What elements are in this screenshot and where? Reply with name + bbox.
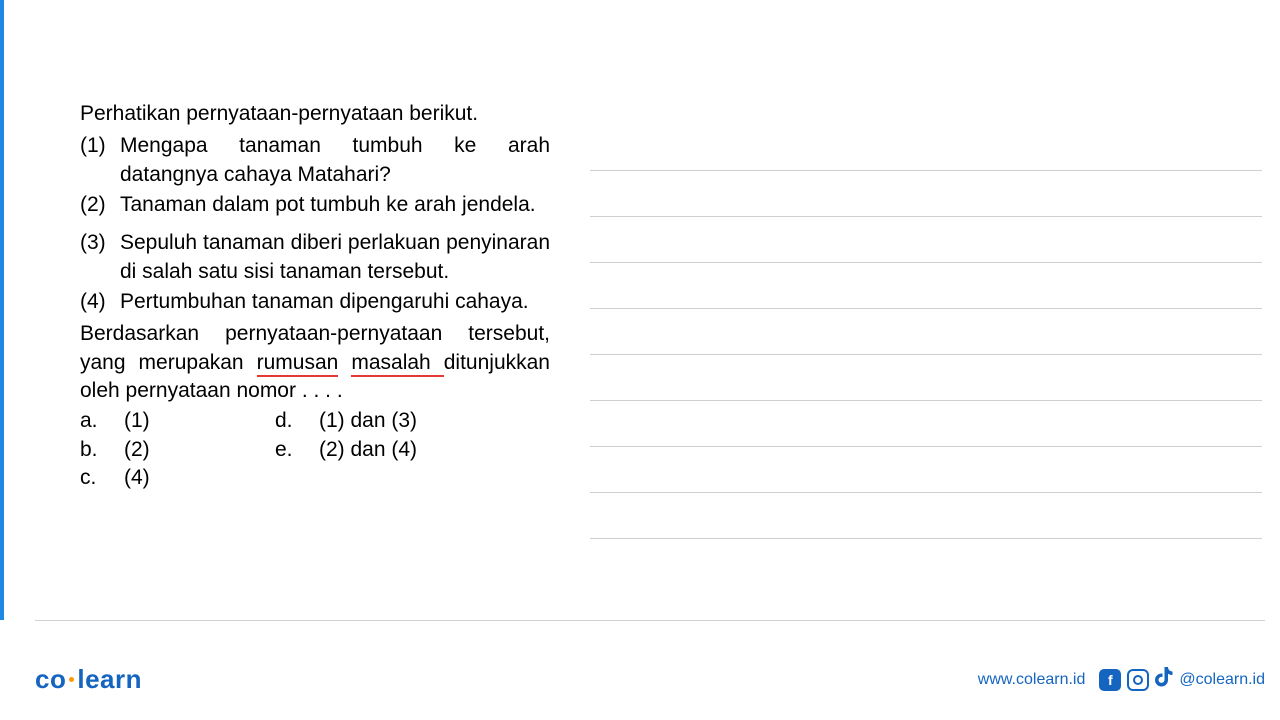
- option-c: c. (4): [80, 464, 275, 492]
- options-column-2: d. (1) dan (3) e. (2) dan (4): [275, 407, 417, 492]
- left-accent-border: [0, 0, 4, 620]
- colearn-logo: colearn: [35, 664, 142, 695]
- statement-marker: (4): [80, 288, 120, 316]
- question-block: Perhatikan pernyataan-pernyataan berikut…: [80, 100, 550, 492]
- logo-part-1: co: [35, 664, 66, 695]
- statement-text: Pertumbuhan tanaman dipengaruhi cahaya.: [120, 288, 550, 316]
- instagram-inner-icon: [1133, 675, 1143, 685]
- answer-line: [590, 446, 1262, 447]
- statement-marker: (2): [80, 191, 120, 219]
- footer: colearn www.colearn.id f @colearn.id: [35, 664, 1265, 695]
- option-letter: c.: [80, 464, 124, 492]
- statement-1: (1) Mengapa tanaman tumbuh ke arah datan…: [80, 132, 550, 189]
- logo-part-2: learn: [77, 664, 142, 695]
- answer-line: [590, 492, 1262, 493]
- facebook-icon: f: [1099, 669, 1121, 691]
- statement-4: (4) Pertumbuhan tanaman dipengaruhi caha…: [80, 288, 550, 316]
- social-icons: f @colearn.id: [1099, 667, 1265, 693]
- statement-marker: (3): [80, 229, 120, 286]
- option-letter: e.: [275, 436, 319, 464]
- answer-writing-area: [590, 170, 1262, 584]
- option-text: (2): [124, 436, 150, 464]
- statement-2: (2) Tanaman dalam pot tumbuh ke arah jen…: [80, 191, 550, 219]
- option-letter: a.: [80, 407, 124, 435]
- answer-line: [590, 216, 1262, 217]
- question-prompt: Berdasarkan pernyataan-pernyataan terseb…: [80, 320, 550, 405]
- statement-text: Tanaman dalam pot tumbuh ke arah jendela…: [120, 191, 550, 219]
- option-e: e. (2) dan (4): [275, 436, 417, 464]
- footer-right: www.colearn.id f @colearn.id: [978, 667, 1265, 693]
- tiktok-icon: [1155, 667, 1173, 693]
- statement-marker: (1): [80, 132, 120, 189]
- options-column-1: a. (1) b. (2) c. (4): [80, 407, 275, 492]
- option-text: (1): [124, 407, 150, 435]
- logo-dot-icon: [69, 677, 74, 682]
- answer-line: [590, 400, 1262, 401]
- answer-line: [590, 170, 1262, 171]
- answer-line: [590, 262, 1262, 263]
- prompt-underlined-1: rumusan: [257, 351, 339, 377]
- answer-line: [590, 308, 1262, 309]
- question-intro: Perhatikan pernyataan-pernyataan berikut…: [80, 100, 550, 128]
- option-text: (2) dan (4): [319, 436, 417, 464]
- footer-separator: [35, 620, 1265, 621]
- option-b: b. (2): [80, 436, 275, 464]
- answer-line: [590, 354, 1262, 355]
- prompt-underlined-2: masalah: [351, 351, 443, 377]
- option-letter: d.: [275, 407, 319, 435]
- answer-options: a. (1) b. (2) c. (4) d. (1) dan (3) e. (…: [80, 407, 550, 492]
- website-url: www.colearn.id: [978, 671, 1086, 689]
- option-a: a. (1): [80, 407, 275, 435]
- option-text: (4): [124, 464, 150, 492]
- instagram-icon: [1127, 669, 1149, 691]
- option-text: (1) dan (3): [319, 407, 417, 435]
- option-letter: b.: [80, 436, 124, 464]
- social-handle: @colearn.id: [1179, 671, 1265, 689]
- answer-line: [590, 538, 1262, 539]
- statement-text: Sepuluh tanaman diberi perlakuan penyina…: [120, 229, 550, 286]
- statement-text: Mengapa tanaman tumbuh ke arah datangnya…: [120, 132, 550, 189]
- statement-3: (3) Sepuluh tanaman diberi perlakuan pen…: [80, 229, 550, 286]
- option-d: d. (1) dan (3): [275, 407, 417, 435]
